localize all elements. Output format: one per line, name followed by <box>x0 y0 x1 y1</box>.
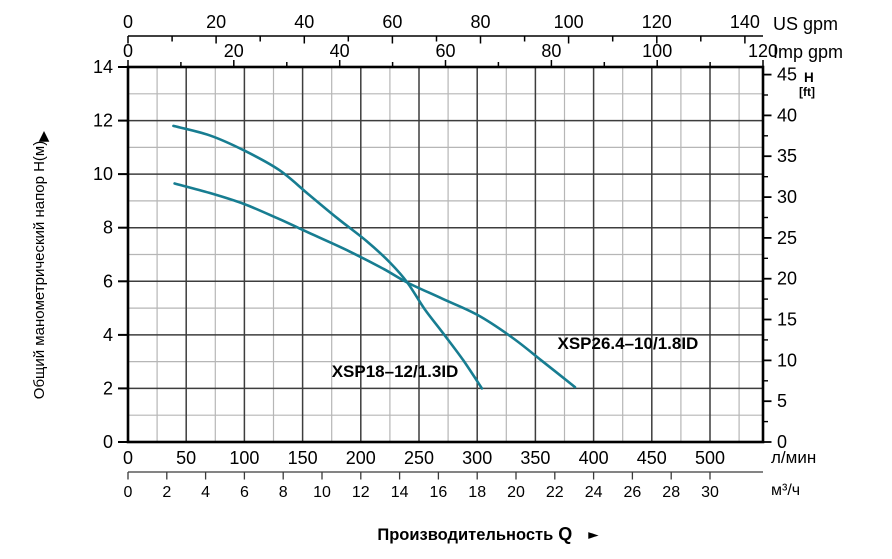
lmin-axis-label: л/мин <box>771 448 816 467</box>
head-m-tick-label: 14 <box>93 57 113 77</box>
head-ft-tick-label: 5 <box>777 391 787 411</box>
head-m-tick-label: 0 <box>103 432 113 452</box>
head-ft-axis: 0 5 10 15 20 25 30 35 40 45 H[ft] <box>763 65 815 452</box>
head-m-tick-label: 10 <box>93 164 113 184</box>
m3h-tick-label: 18 <box>468 484 486 501</box>
m3h-tick-label: 14 <box>391 484 409 501</box>
m3h-tick-label: 28 <box>662 484 680 501</box>
lmin-axis: 0 50 100 150 200 250 300 350 400 450 500 л/мин <box>123 448 816 468</box>
imp-gpm-tick-label: 40 <box>330 41 350 61</box>
head-m-tick-label: 6 <box>103 271 113 291</box>
lmin-tick-label: 200 <box>346 448 376 468</box>
imp-gpm-tick-label: 120 <box>748 41 778 61</box>
m3h-tick-label: 24 <box>585 484 603 501</box>
lmin-tick-label: 150 <box>288 448 318 468</box>
head-ft-tick-label: 10 <box>777 350 797 370</box>
imp-gpm-tick-label: 80 <box>541 41 561 61</box>
up-arrow-icon: ▲ <box>39 128 50 144</box>
lmin-tick-label: 250 <box>404 448 434 468</box>
head-ft-axis-label: H <box>804 70 814 85</box>
imp-gpm-tick-label: 20 <box>224 41 244 61</box>
m3h-tick-label: 6 <box>240 484 249 501</box>
us-gpm-tick-label: 140 <box>730 12 760 32</box>
head-ft-axis-unit: [ft] <box>799 85 815 99</box>
lmin-tick-label: 400 <box>579 448 609 468</box>
lmin-tick-label: 450 <box>637 448 667 468</box>
pump-curves: XSP18–12/1.3ID XSP26.4–10/1.8ID <box>172 124 699 390</box>
head-ft-tick-label: 0 <box>777 432 787 452</box>
us-gpm-tick-label: 80 <box>470 12 490 32</box>
m3h-tick-label: 20 <box>507 484 525 501</box>
m3h-tick-label: 8 <box>279 484 288 501</box>
right-arrow-icon: ► <box>588 527 599 543</box>
curve-label-xsp26-4: XSP26.4–10/1.8ID <box>558 334 699 353</box>
m3h-tick-label: 22 <box>546 484 564 501</box>
imp-gpm-tick-label: 60 <box>435 41 455 61</box>
m3h-tick-label: 10 <box>313 484 331 501</box>
head-ft-tick-label: 15 <box>777 310 797 330</box>
lmin-tick-label: 350 <box>520 448 550 468</box>
lmin-tick-label: 300 <box>462 448 492 468</box>
head-ft-tick-label: 30 <box>777 187 797 207</box>
head-ft-tick-label: 25 <box>777 228 797 248</box>
imp-gpm-axis-label: Imp gpm <box>773 42 843 62</box>
head-ft-tick-label: 20 <box>777 269 797 289</box>
us-gpm-tick-label: 0 <box>123 12 133 32</box>
y-axis-title: Общий манометрический напор Н(м) <box>31 141 48 399</box>
lmin-tick-label: 0 <box>123 448 133 468</box>
m3h-tick-label: 2 <box>162 484 171 501</box>
m3h-tick-label: 0 <box>124 484 133 501</box>
m3h-tick-label: 26 <box>624 484 642 501</box>
head-m-axis: 0 2 4 6 8 10 12 14 Общий манометрический напор Н… <box>31 57 128 452</box>
us-gpm-axis-label: US gpm <box>773 14 838 34</box>
lmin-tick-label: 50 <box>176 448 196 468</box>
m3h-tick-label: 12 <box>352 484 370 501</box>
head-m-tick-label: 12 <box>93 111 113 131</box>
head-m-tick-label: 2 <box>103 378 113 398</box>
head-ft-tick-label: 40 <box>777 105 797 125</box>
gridlines <box>128 67 763 442</box>
lmin-tick-label: 100 <box>229 448 259 468</box>
x-axis-title-text: Производительность Q ► <box>377 524 599 544</box>
us-gpm-tick-label: 100 <box>554 12 584 32</box>
lmin-tick-label: 500 <box>695 448 725 468</box>
x-axis-title: Производительность Q ► <box>377 524 599 544</box>
m3h-axis-label: м³/ч <box>771 482 800 499</box>
head-m-tick-label: 4 <box>103 325 113 345</box>
m3h-tick-label: 30 <box>701 484 719 501</box>
imp-gpm-tick-label: 100 <box>642 41 672 61</box>
m3h-tick-label: 4 <box>201 484 210 501</box>
us-gpm-tick-label: 20 <box>206 12 226 32</box>
head-ft-tick-label: 35 <box>777 146 797 166</box>
m3h-tick-label: 16 <box>430 484 448 501</box>
head-m-tick-label: 8 <box>103 218 113 238</box>
us-gpm-tick-label: 120 <box>642 12 672 32</box>
m3h-axis: 0 2 4 6 8 10 12 14 16 18 20 22 24 26 28 30 м³/ч <box>124 471 800 501</box>
us-gpm-tick-label: 60 <box>382 12 402 32</box>
us-gpm-axis: 0 20 40 60 80 100 120 140 US gpm <box>123 12 838 44</box>
curve-xsp18 <box>172 124 484 390</box>
us-gpm-tick-label: 40 <box>294 12 314 32</box>
imp-gpm-tick-label: 0 <box>123 41 133 61</box>
curve-label-xsp18: XSP18–12/1.3ID <box>332 362 459 381</box>
head-ft-tick-label: 45 <box>777 65 797 85</box>
curve-xsp26-4 <box>173 182 577 389</box>
